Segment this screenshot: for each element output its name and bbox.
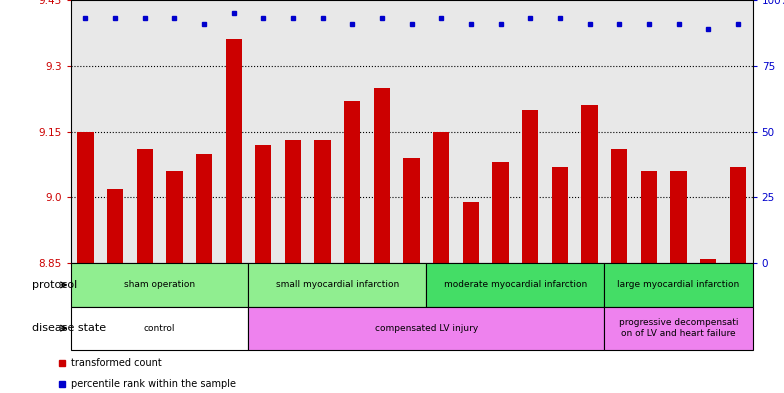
Bar — [552, 167, 568, 263]
Text: protocol: protocol — [32, 280, 78, 290]
Bar — [107, 189, 123, 263]
Bar — [100, 0, 130, 263]
Text: transformed count: transformed count — [71, 358, 162, 368]
Bar — [78, 132, 93, 263]
Bar — [314, 140, 331, 263]
Text: disease state: disease state — [32, 323, 106, 333]
Bar — [456, 0, 486, 263]
Bar — [515, 0, 545, 263]
Bar — [130, 0, 159, 263]
Bar — [604, 307, 753, 350]
Bar — [159, 0, 189, 263]
Bar — [426, 0, 456, 263]
Bar — [575, 0, 604, 263]
Bar — [730, 167, 746, 263]
Bar — [634, 0, 664, 263]
Bar — [189, 0, 219, 263]
Bar — [723, 0, 753, 263]
Bar — [374, 88, 390, 263]
Text: control: control — [143, 324, 176, 332]
Bar — [404, 158, 419, 263]
Bar — [664, 0, 693, 263]
Bar — [582, 105, 597, 263]
Text: moderate myocardial infarction: moderate myocardial infarction — [444, 281, 587, 289]
Bar — [136, 149, 153, 263]
Bar — [463, 202, 479, 263]
Bar — [604, 0, 634, 263]
Bar — [700, 259, 717, 263]
Bar — [344, 101, 361, 263]
Bar — [71, 0, 100, 263]
Text: large myocardial infarction: large myocardial infarction — [617, 281, 739, 289]
Bar — [641, 171, 657, 263]
Text: compensated LV injury: compensated LV injury — [375, 324, 478, 332]
Bar — [196, 154, 212, 263]
Bar — [426, 263, 604, 307]
Bar — [397, 0, 426, 263]
Bar — [611, 149, 627, 263]
Text: sham operation: sham operation — [124, 281, 195, 289]
Bar — [604, 263, 753, 307]
Bar — [522, 110, 539, 263]
Bar — [249, 263, 426, 307]
Bar — [255, 145, 271, 263]
Bar — [492, 162, 509, 263]
Bar — [219, 0, 249, 263]
Bar — [71, 307, 249, 350]
Bar — [166, 171, 183, 263]
Bar — [308, 0, 337, 263]
Bar — [249, 307, 604, 350]
Bar — [285, 140, 301, 263]
Bar — [486, 0, 515, 263]
Bar — [337, 0, 367, 263]
Bar — [545, 0, 575, 263]
Text: percentile rank within the sample: percentile rank within the sample — [71, 379, 236, 389]
Bar — [693, 0, 723, 263]
Bar — [71, 263, 249, 307]
Text: progressive decompensati
on of LV and heart failure: progressive decompensati on of LV and he… — [619, 318, 739, 338]
Bar — [433, 132, 449, 263]
Bar — [226, 39, 241, 263]
Bar — [278, 0, 308, 263]
Bar — [367, 0, 397, 263]
Bar — [670, 171, 687, 263]
Bar — [249, 0, 278, 263]
Text: small myocardial infarction: small myocardial infarction — [276, 281, 399, 289]
